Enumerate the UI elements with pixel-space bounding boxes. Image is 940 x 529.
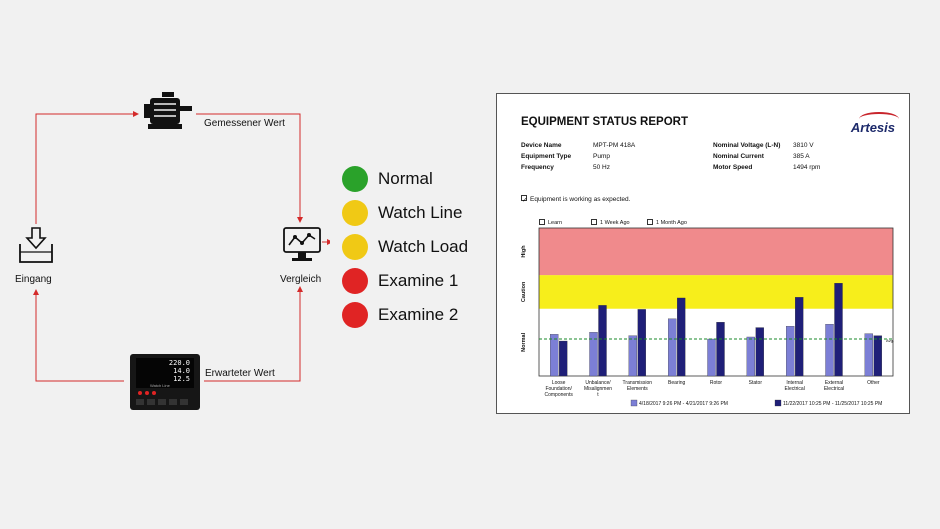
- status-checkbox[interactable]: ✓: [521, 195, 528, 204]
- device-screen: 220.0 14.0 12.5 Watch Line: [136, 358, 194, 388]
- checkbox-learn[interactable]: Learn: [539, 219, 562, 226]
- x-tick-label: Foundation/: [545, 386, 572, 392]
- device-value-2: 14.0: [173, 367, 190, 375]
- device-label: Erwarteter Wert: [205, 368, 275, 379]
- device-value-1: 220.0: [168, 359, 190, 367]
- input-icon: [19, 227, 53, 263]
- bar: [637, 309, 646, 377]
- arrow-input-to-motor: [35, 111, 139, 224]
- status-dot-icon: [342, 302, 368, 328]
- field-nominal-voltage: Nominal Voltage (L-N) 3810 V: [713, 142, 814, 149]
- bar: [834, 283, 843, 377]
- zone-caution: [539, 275, 893, 309]
- zone-high: [539, 228, 893, 276]
- x-tick-label: Electrical: [824, 386, 844, 392]
- device-caption: Watch Line: [150, 383, 170, 388]
- status-item: Normal: [342, 166, 433, 192]
- status-label: Examine 1: [378, 271, 459, 290]
- device-value-3: 12.5: [173, 375, 190, 383]
- status-label: Examine 2: [378, 305, 459, 324]
- flow-connectors: [33, 111, 330, 382]
- arrow-device-to-input: [33, 289, 124, 382]
- bar: [677, 297, 686, 377]
- bar: [873, 335, 882, 377]
- x-tick-label: Electrical: [785, 386, 805, 392]
- bar: [668, 318, 677, 377]
- status-bar-chart: Normal Caution High Avg. LooseFoundation/Com…: [521, 227, 894, 407]
- status-label: Watch Load: [378, 237, 469, 256]
- legend-swatch: [774, 399, 782, 407]
- bar: [755, 327, 764, 377]
- status-dot-icon: [342, 200, 368, 226]
- arrow-device-to-compare: [204, 286, 303, 382]
- legend-label: 4/18/2017 9:26 PM - 4/21/2017 9:26 PM: [639, 401, 728, 407]
- legend-label: 11/22/2017 10:25 PM - 11/25/2017 10:25 P…: [783, 401, 882, 407]
- status-item: Watch Load: [342, 234, 468, 260]
- status-dot-icon: [342, 166, 368, 192]
- bar: [825, 324, 834, 377]
- bar: [795, 297, 804, 377]
- bar: [628, 335, 637, 377]
- x-tick-label: Unbalance/: [585, 380, 611, 386]
- field-frequency: Frequency 50 Hz: [521, 164, 610, 171]
- device-buttons: [136, 399, 188, 405]
- bar: [707, 338, 716, 377]
- brand-swoosh: [859, 112, 899, 126]
- bar: [864, 333, 873, 377]
- x-tick-label: t: [597, 392, 599, 398]
- brand-logo: Artesis: [850, 120, 895, 135]
- field-motor-speed: Motor Speed 1494 rpm: [713, 164, 821, 171]
- x-tick-label: External: [825, 380, 843, 386]
- zone-label: Normal: [521, 332, 527, 351]
- bar: [589, 332, 598, 377]
- arrow-motor-to-compare: [196, 113, 303, 223]
- bar: [786, 326, 795, 377]
- bar: [598, 305, 607, 377]
- bar: [559, 340, 568, 377]
- status-dot-icon: [342, 234, 368, 260]
- field-equipment-type: Equipment Type Pump: [521, 153, 610, 160]
- bar: [550, 334, 559, 377]
- zone-normal: [539, 308, 893, 376]
- x-tick-label: Misalignmen: [584, 386, 612, 392]
- status-label: Watch Line: [378, 203, 463, 222]
- legend-swatch: [630, 399, 638, 407]
- status-item: Examine 2: [342, 302, 458, 328]
- motor-icon: [144, 92, 192, 129]
- status-item: Watch Line: [342, 200, 462, 226]
- x-tick-label: Components: [544, 392, 573, 398]
- field-nominal-current: Nominal Current 385 A: [713, 153, 810, 160]
- x-tick-label: Transmission: [623, 380, 653, 386]
- zone-label: High: [521, 245, 527, 258]
- status-dot-icon: [342, 268, 368, 294]
- checkbox-1-week-ago[interactable]: 1 Week Ago: [591, 219, 630, 226]
- compare-label: Vergleich: [280, 274, 322, 285]
- x-tick-label: Elements: [627, 386, 648, 392]
- threshold-label: Avg.: [886, 338, 894, 343]
- status-label: Normal: [378, 169, 433, 188]
- zone-label: Caution: [521, 281, 527, 302]
- x-tick-label: Loose: [552, 380, 566, 386]
- x-tick-label: Rotor: [710, 380, 723, 386]
- field-device-name: Device Name MPT-PM 418A: [521, 142, 636, 149]
- report-title: EQUIPMENT STATUS REPORT: [521, 116, 688, 128]
- equipment-status-report: EQUIPMENT STATUS REPORT Artesis Device N…: [496, 93, 910, 414]
- x-tick-label: Other: [867, 380, 880, 386]
- device-leds: [138, 391, 156, 395]
- bar: [716, 322, 725, 377]
- plot-frame: [538, 227, 894, 377]
- status-message: ✓ Equipment is working as expected.: [521, 195, 631, 204]
- status-item: Examine 1: [342, 268, 458, 294]
- compare-icon: [283, 227, 321, 261]
- x-tick-label: Internal: [786, 380, 803, 386]
- checkbox-1-month-ago[interactable]: 1 Month Ago: [647, 219, 687, 226]
- x-tick-label: Bearing: [668, 380, 685, 386]
- x-tick-label: Stator: [749, 380, 763, 386]
- reference-device: 220.0 14.0 12.5 Watch Line: [130, 354, 200, 410]
- bar: [746, 336, 755, 377]
- motor-label: Gemessener Wert: [204, 118, 285, 129]
- input-label: Eingang: [15, 274, 52, 285]
